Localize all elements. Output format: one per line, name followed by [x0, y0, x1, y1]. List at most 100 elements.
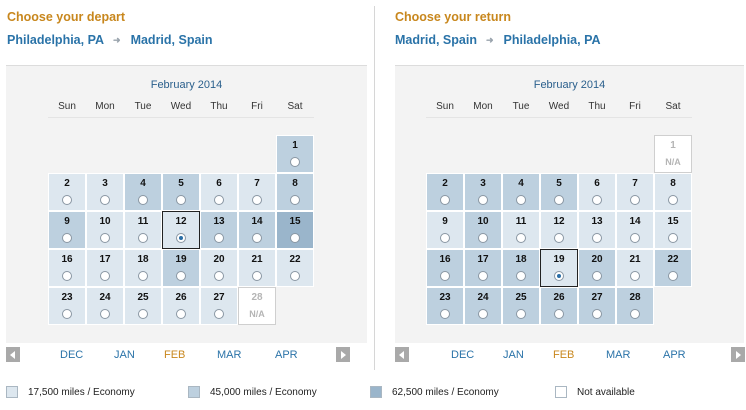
- day-cell[interactable]: 27: [200, 287, 238, 325]
- day-cell[interactable]: 2: [426, 173, 464, 211]
- day-cell[interactable]: 21: [238, 249, 276, 287]
- day-cell[interactable]: 18: [502, 249, 540, 287]
- day-cell[interactable]: 7: [616, 173, 654, 211]
- radio-icon[interactable]: [478, 271, 488, 281]
- month-link[interactable]: JAN: [503, 349, 524, 361]
- radio-icon[interactable]: [138, 271, 148, 281]
- radio-icon[interactable]: [668, 233, 678, 243]
- radio-icon[interactable]: [62, 271, 72, 281]
- radio-icon[interactable]: [290, 195, 300, 205]
- radio-icon[interactable]: [478, 309, 488, 319]
- radio-icon[interactable]: [176, 271, 186, 281]
- day-cell[interactable]: 17: [464, 249, 502, 287]
- day-cell[interactable]: 24: [86, 287, 124, 325]
- radio-icon[interactable]: [630, 233, 640, 243]
- day-cell[interactable]: 3: [464, 173, 502, 211]
- radio-icon[interactable]: [516, 309, 526, 319]
- day-cell[interactable]: 1: [276, 135, 314, 173]
- radio-icon[interactable]: [62, 309, 72, 319]
- day-cell[interactable]: 25: [502, 287, 540, 325]
- day-cell[interactable]: 11: [124, 211, 162, 249]
- day-cell[interactable]: 22: [276, 249, 314, 287]
- radio-icon[interactable]: [100, 309, 110, 319]
- day-cell[interactable]: 17: [86, 249, 124, 287]
- radio-selected-icon[interactable]: [176, 233, 186, 243]
- day-cell[interactable]: 6: [578, 173, 616, 211]
- day-cell[interactable]: 21: [616, 249, 654, 287]
- radio-icon[interactable]: [214, 233, 224, 243]
- day-cell[interactable]: 5: [540, 173, 578, 211]
- day-cell[interactable]: 9: [426, 211, 464, 249]
- day-cell[interactable]: 10: [464, 211, 502, 249]
- day-cell[interactable]: 23: [426, 287, 464, 325]
- radio-icon[interactable]: [668, 195, 678, 205]
- day-cell[interactable]: 13: [200, 211, 238, 249]
- day-cell[interactable]: 16: [426, 249, 464, 287]
- prev-month-arrow-icon[interactable]: [6, 347, 20, 362]
- radio-icon[interactable]: [62, 233, 72, 243]
- month-link[interactable]: APR: [275, 349, 298, 361]
- day-cell[interactable]: 8: [276, 173, 314, 211]
- day-cell[interactable]: 20: [200, 249, 238, 287]
- day-cell[interactable]: 16: [48, 249, 86, 287]
- radio-icon[interactable]: [554, 309, 564, 319]
- radio-icon[interactable]: [516, 233, 526, 243]
- day-cell[interactable]: 25: [124, 287, 162, 325]
- radio-icon[interactable]: [252, 271, 262, 281]
- radio-icon[interactable]: [478, 195, 488, 205]
- radio-icon[interactable]: [62, 195, 72, 205]
- day-cell[interactable]: 8: [654, 173, 692, 211]
- radio-icon[interactable]: [516, 271, 526, 281]
- month-link[interactable]: MAR: [217, 349, 242, 361]
- day-cell[interactable]: 2: [48, 173, 86, 211]
- day-cell[interactable]: 24: [464, 287, 502, 325]
- day-cell[interactable]: 5: [162, 173, 200, 211]
- day-cell-selected[interactable]: 19: [540, 249, 578, 287]
- month-link[interactable]: DEC: [451, 349, 475, 361]
- day-cell[interactable]: 11: [502, 211, 540, 249]
- radio-icon[interactable]: [138, 233, 148, 243]
- radio-icon[interactable]: [440, 309, 450, 319]
- radio-icon[interactable]: [138, 309, 148, 319]
- day-cell[interactable]: 19: [162, 249, 200, 287]
- day-cell[interactable]: 10: [86, 211, 124, 249]
- day-cell[interactable]: 3: [86, 173, 124, 211]
- day-cell[interactable]: 9: [48, 211, 86, 249]
- day-cell-selected[interactable]: 12: [162, 211, 200, 249]
- radio-selected-icon[interactable]: [554, 271, 564, 281]
- radio-icon[interactable]: [176, 309, 186, 319]
- month-link-current[interactable]: FEB: [553, 349, 575, 361]
- radio-icon[interactable]: [214, 309, 224, 319]
- radio-icon[interactable]: [214, 271, 224, 281]
- radio-icon[interactable]: [554, 233, 564, 243]
- radio-icon[interactable]: [592, 195, 602, 205]
- day-cell[interactable]: 22: [654, 249, 692, 287]
- day-cell[interactable]: 15: [276, 211, 314, 249]
- radio-icon[interactable]: [592, 309, 602, 319]
- day-cell[interactable]: 13: [578, 211, 616, 249]
- radio-icon[interactable]: [592, 233, 602, 243]
- prev-month-arrow-icon[interactable]: [395, 347, 409, 362]
- radio-icon[interactable]: [100, 195, 110, 205]
- day-cell[interactable]: 14: [616, 211, 654, 249]
- month-link[interactable]: MAR: [606, 349, 631, 361]
- next-month-arrow-icon[interactable]: [336, 347, 350, 362]
- day-cell[interactable]: 23: [48, 287, 86, 325]
- radio-icon[interactable]: [516, 195, 526, 205]
- day-cell[interactable]: 6: [200, 173, 238, 211]
- radio-icon[interactable]: [440, 233, 450, 243]
- radio-icon[interactable]: [252, 195, 262, 205]
- radio-icon[interactable]: [214, 195, 224, 205]
- day-cell[interactable]: 27: [578, 287, 616, 325]
- radio-icon[interactable]: [592, 271, 602, 281]
- month-link[interactable]: DEC: [60, 349, 84, 361]
- month-link-current[interactable]: FEB: [164, 349, 186, 361]
- radio-icon[interactable]: [630, 195, 640, 205]
- radio-icon[interactable]: [252, 233, 262, 243]
- day-cell[interactable]: 4: [124, 173, 162, 211]
- day-cell[interactable]: 4: [502, 173, 540, 211]
- day-cell[interactable]: 14: [238, 211, 276, 249]
- day-cell[interactable]: 26: [162, 287, 200, 325]
- day-cell[interactable]: 7: [238, 173, 276, 211]
- radio-icon[interactable]: [668, 271, 678, 281]
